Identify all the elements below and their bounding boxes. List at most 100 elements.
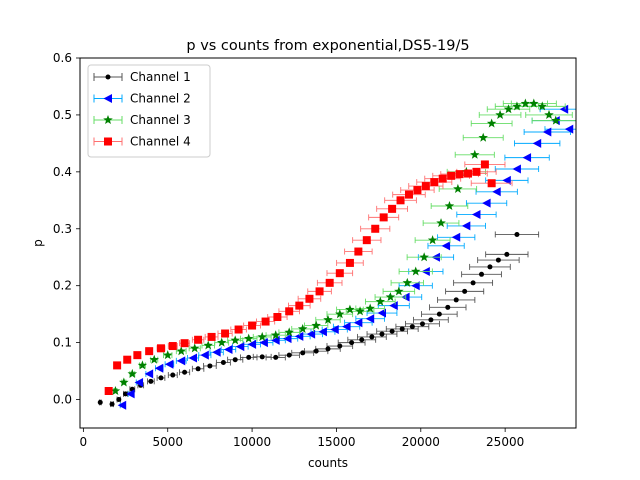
data-point [419,252,429,262]
data-point [117,400,127,410]
y-axis-title: p [31,239,45,247]
data-point [123,355,132,364]
data-point [369,334,375,340]
data-point [189,343,200,353]
data-point [478,132,488,142]
data-point [313,348,319,354]
data-point [544,109,554,119]
data-point [492,187,501,197]
data-point [471,210,481,220]
y-tick-label: 0.4 [53,165,72,179]
data-point [261,317,270,326]
data-point [116,397,122,403]
legend-label: Channel 4 [130,135,191,149]
data-point [404,190,413,199]
data-point [355,306,365,316]
data-point [455,170,464,179]
data-point [359,337,365,343]
data-point [464,169,473,178]
data-point [257,331,267,341]
data-point [537,101,548,111]
data-point [145,347,154,356]
data-point [345,304,355,314]
data-point [297,323,308,333]
data-point [243,333,254,343]
data-point [234,325,243,334]
legend-label: Channel 1 [130,70,191,84]
data-point [470,280,476,286]
data-point [345,258,354,267]
data-point [482,198,491,208]
data-point [144,369,154,379]
plot-area [97,98,576,410]
data-point [162,350,173,360]
x-tick-label: 25000 [486,435,524,449]
data-point [123,391,129,397]
data-point [479,271,485,277]
data-point [349,340,355,346]
data-point [342,322,351,332]
data-point [315,287,324,296]
data-point [109,401,115,407]
data-point [284,327,294,337]
legend-item: Channel 4 [93,135,191,149]
data-point [97,399,103,405]
data-point [362,236,371,245]
data-point [532,138,542,148]
data-point [502,175,511,185]
data-point [330,325,339,335]
data-point [306,329,316,339]
data-point [399,326,405,332]
y-tick-label: 0.0 [53,393,72,407]
data-point [294,331,304,341]
legend-label: Channel 2 [130,92,191,106]
data-point [200,350,209,360]
data-point [389,328,395,334]
data-point [207,332,216,341]
data-point [438,174,447,183]
data-point [375,296,386,306]
data-point [409,324,415,330]
data-point [273,354,279,360]
legend-box [87,64,211,158]
data-point [104,387,113,395]
data-point [410,266,421,276]
data-point [564,124,574,134]
data-point [444,201,455,211]
data-point [170,372,176,378]
legend-marker [105,74,111,80]
data-point [203,340,213,350]
data-point [137,360,148,370]
data-point [221,329,230,338]
data-point [335,269,344,278]
data-point [486,118,497,128]
data-point [512,101,522,111]
data-point [110,386,121,396]
data-point [149,354,159,364]
data-point [154,363,164,373]
data-point [247,339,257,349]
data-point [194,335,203,344]
data-point [335,309,345,319]
data-point [182,369,188,375]
data-point [126,389,135,399]
data-point [270,330,281,340]
data-point [119,377,129,387]
data-point [318,327,327,337]
data-point [559,104,569,114]
legend-marker [104,137,112,146]
data-point [273,313,282,321]
data-point [176,356,186,366]
legend-marker [103,94,112,103]
y-axis: 0.0 0.1 0.2 0.3 0.4 0.5 0.6 [53,51,80,407]
data-point [379,213,388,222]
data-point [371,224,380,233]
data-point [365,314,375,324]
y-tick-label: 0.6 [53,51,72,65]
data-point [512,164,521,174]
y-tick-label: 0.5 [53,108,72,122]
data-point [388,204,397,213]
data-point [207,363,213,369]
axes-frame [79,57,577,429]
data-point [495,257,501,263]
